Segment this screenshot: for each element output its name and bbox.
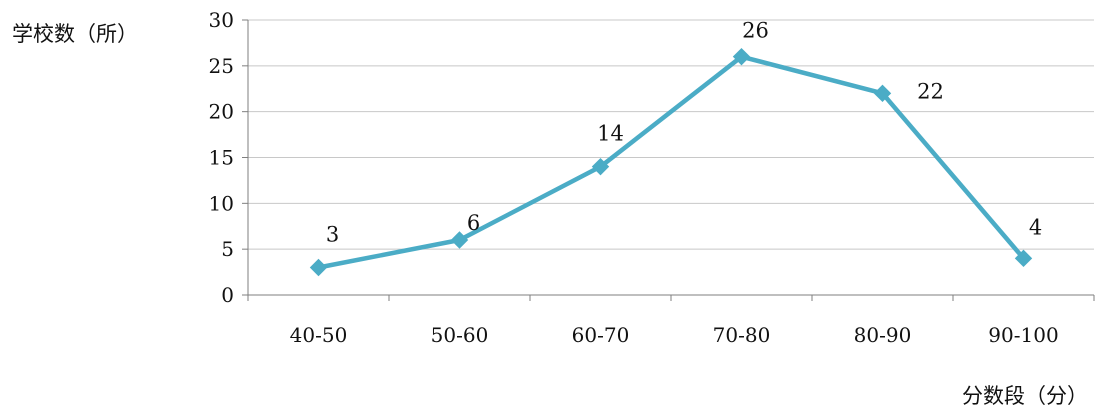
x-tick-label: 50-60 xyxy=(431,323,489,347)
series-line xyxy=(316,54,1026,270)
x-tick-label: 40-50 xyxy=(290,323,348,347)
x-axis-title: 分数段（分） xyxy=(962,384,1088,408)
data-label: 22 xyxy=(917,79,944,103)
data-point-marker xyxy=(450,231,469,249)
data-label: 4 xyxy=(1029,215,1042,239)
data-label: 26 xyxy=(742,19,769,43)
y-tick-label: 25 xyxy=(209,54,234,78)
data-point-marker xyxy=(591,157,610,176)
y-tick-label: 5 xyxy=(221,237,234,261)
data-point-marker xyxy=(309,258,328,277)
y-tick-label: 30 xyxy=(209,8,234,32)
y-tick-label: 10 xyxy=(209,191,234,215)
data-label: 14 xyxy=(597,122,624,146)
y-axis-title: 学校数（所） xyxy=(12,22,138,46)
data-point-marker xyxy=(1014,249,1033,268)
data-label: 6 xyxy=(467,211,480,235)
y-tick-label: 20 xyxy=(209,100,234,124)
y-tick-label: 15 xyxy=(209,146,234,170)
x-tick-label: 60-70 xyxy=(572,323,630,347)
x-tick-label: 80-90 xyxy=(854,323,912,347)
y-tick-label: 0 xyxy=(221,283,234,307)
data-point-marker xyxy=(732,47,751,66)
x-tick-label: 70-80 xyxy=(713,323,771,347)
x-tick-label: 90-100 xyxy=(988,323,1058,347)
data-label: 3 xyxy=(326,223,339,247)
data-point-marker xyxy=(873,84,892,103)
